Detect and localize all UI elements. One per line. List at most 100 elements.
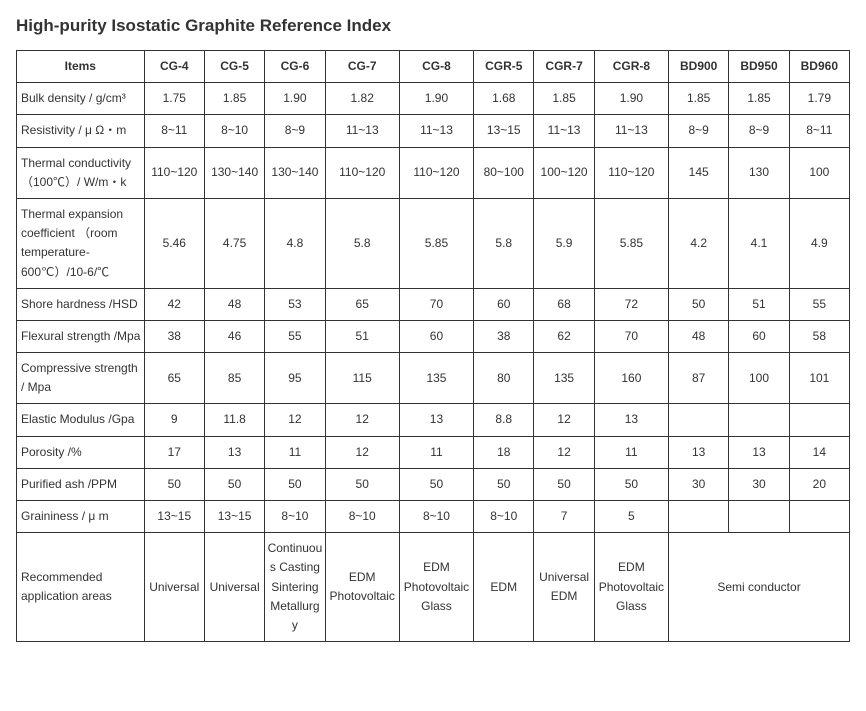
table-row: Thermal conductivity （100℃）/ W/m・k110~12… [17,147,850,198]
header-col: CGR-5 [474,51,534,83]
data-cell: 50 [474,468,534,500]
header-col: CG-4 [144,51,204,83]
data-cell: 60 [399,320,473,352]
data-cell: 1.85 [534,83,594,115]
data-cell: 135 [399,353,473,404]
data-cell: 5.8 [474,198,534,288]
header-col: CGR-7 [534,51,594,83]
data-cell: 70 [399,288,473,320]
row-label: Compressive strength / Mpa [17,353,145,404]
data-cell: 8~10 [325,501,399,533]
data-cell: 13 [204,436,264,468]
data-cell: 50 [669,288,729,320]
data-cell: 1.68 [474,83,534,115]
data-cell: 68 [534,288,594,320]
data-cell: EDM [474,533,534,642]
data-cell: 95 [265,353,325,404]
table-row: Resistivity / μ Ω・m8~118~10 8~9 11~13 11~13… [17,115,850,147]
header-col: BD960 [789,51,849,83]
data-cell: 12 [534,436,594,468]
data-cell: 13~15 [474,115,534,147]
data-cell [669,404,729,436]
row-label: Elastic Modulus /Gpa [17,404,145,436]
data-cell: 50 [265,468,325,500]
header-col: BD950 [729,51,789,83]
data-cell: 1.90 [399,83,473,115]
data-cell: 70 [594,320,668,352]
data-cell: 4.2 [669,198,729,288]
data-cell: 14 [789,436,849,468]
data-cell: 5.85 [594,198,668,288]
header-col: CG-5 [204,51,264,83]
data-cell: 80 [474,353,534,404]
header-col: CG-6 [265,51,325,83]
data-cell: 87 [669,353,729,404]
data-cell: 50 [534,468,594,500]
header-col: CG-8 [399,51,473,83]
data-cell: 13 [594,404,668,436]
row-label: Thermal expansion coefficient （room temp… [17,198,145,288]
data-cell: 11 [399,436,473,468]
table-row: Recommended application areasUniversalUn… [17,533,850,642]
data-cell: 8~9 [669,115,729,147]
data-cell: 110~120 [325,147,399,198]
header-col: BD900 [669,51,729,83]
row-label: Purified ash /PPM [17,468,145,500]
data-cell: 50 [144,468,204,500]
data-cell: 11~13 [534,115,594,147]
data-cell: 135 [534,353,594,404]
data-cell: 13 [399,404,473,436]
data-cell: 55 [789,288,849,320]
row-label: Resistivity / μ Ω・m [17,115,145,147]
table-row: Bulk density / g/cm³1.751.851.901.821.90… [17,83,850,115]
data-cell: 30 [669,468,729,500]
data-cell: 8~11 [144,115,204,147]
data-cell: 110~120 [594,147,668,198]
data-cell: 60 [474,288,534,320]
data-cell: 5.46 [144,198,204,288]
data-cell: 1.79 [789,83,849,115]
data-cell: 1.90 [265,83,325,115]
data-cell: 12 [325,436,399,468]
data-cell: 50 [594,468,668,500]
data-cell: Universal EDM [534,533,594,642]
data-cell: 115 [325,353,399,404]
data-cell: 12 [534,404,594,436]
data-cell: Universal [204,533,264,642]
table-row: Flexural strength /Mpa384655516038627048… [17,320,850,352]
table-row: Thermal expansion coefficient （room temp… [17,198,850,288]
data-cell: 65 [144,353,204,404]
data-cell: 48 [204,288,264,320]
data-cell: 5.8 [325,198,399,288]
row-label: Shore hardness /HSD [17,288,145,320]
header-col: CG-7 [325,51,399,83]
table-header-row: Items CG-4 CG-5 CG-6 CG-7 CG-8 CGR-5 CGR… [17,51,850,83]
data-cell [729,404,789,436]
row-label: Porosity /% [17,436,145,468]
data-cell [729,501,789,533]
data-cell: 11~13 [325,115,399,147]
data-cell: 100 [789,147,849,198]
data-cell: 85 [204,353,264,404]
page-title: High-purity Isostatic Graphite Reference… [16,16,850,36]
data-cell: 38 [474,320,534,352]
data-cell: 8~10 [204,115,264,147]
data-cell: 1.90 [594,83,668,115]
data-cell: 8~9 [729,115,789,147]
row-label: Flexural strength /Mpa [17,320,145,352]
data-cell: 55 [265,320,325,352]
data-cell: 48 [669,320,729,352]
data-cell: 7 [534,501,594,533]
data-cell: 8~10 [474,501,534,533]
data-cell: 11.8 [204,404,264,436]
data-cell [789,501,849,533]
data-cell: 12 [265,404,325,436]
table-row: Porosity /%1713111211181211131314 [17,436,850,468]
data-cell-merged: Semi conductor [669,533,850,642]
data-cell: 62 [534,320,594,352]
table-row: Compressive strength / Mpa65859511513580… [17,353,850,404]
data-cell: 58 [789,320,849,352]
data-cell: 110~120 [144,147,204,198]
header-items: Items [17,51,145,83]
data-cell [789,404,849,436]
